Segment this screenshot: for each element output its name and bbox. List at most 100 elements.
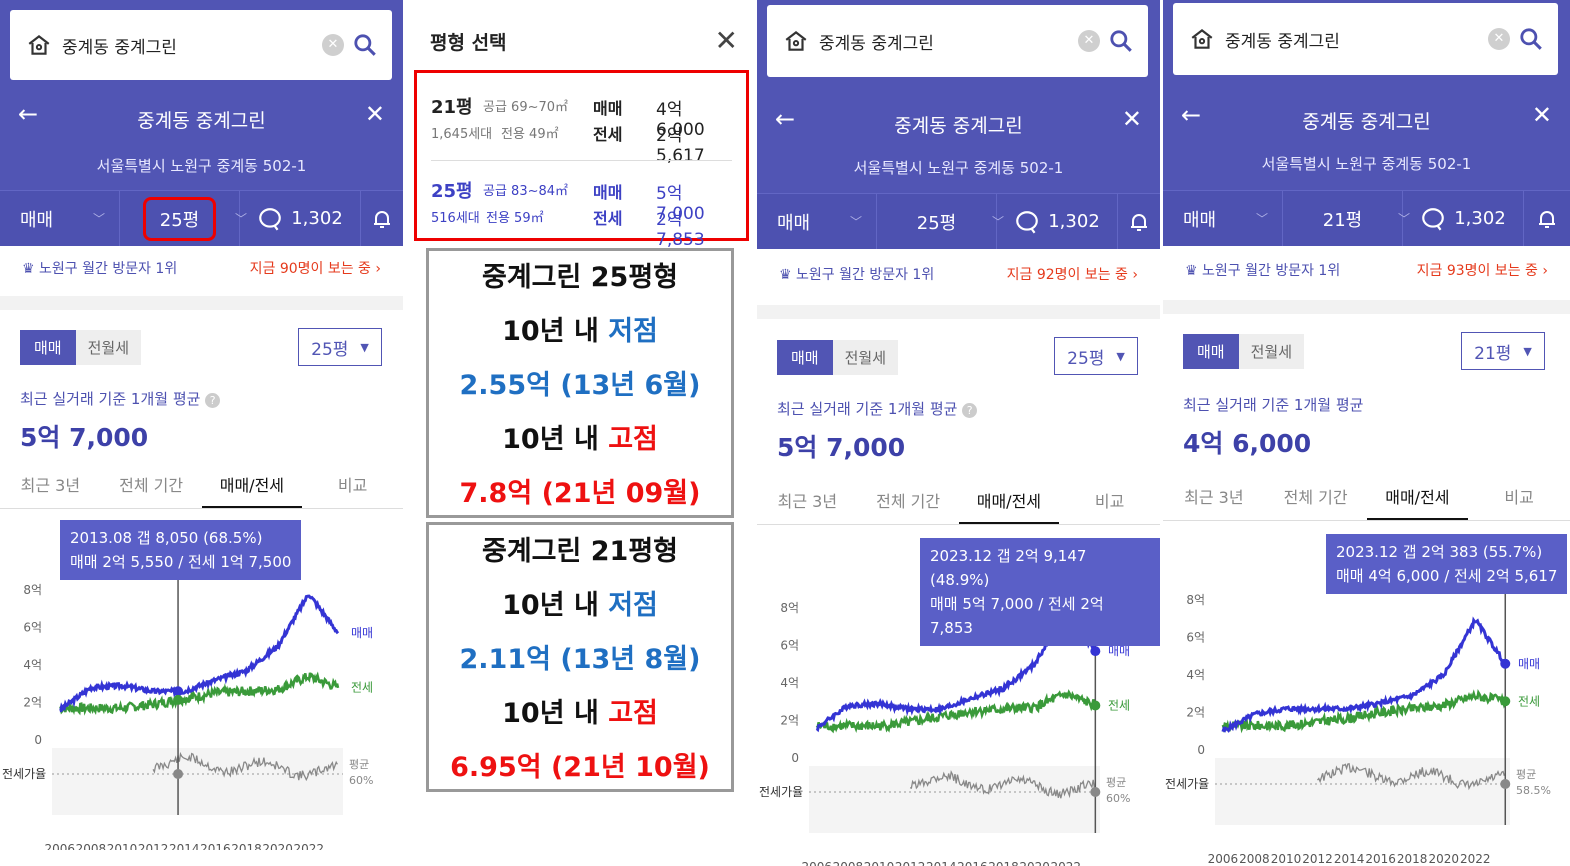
tab-sale[interactable]: 매매: [1183, 334, 1239, 369]
tab-rent[interactable]: 전월세: [832, 340, 899, 375]
viewers-link[interactable]: 지금 90명이 보는 중 ›: [249, 261, 381, 277]
search-bar[interactable]: 중계동 중계그린 ✕: [1173, 3, 1558, 75]
y-tick-label: 8억: [23, 583, 42, 597]
search-input[interactable]: 중계동 중계그린: [819, 33, 934, 54]
sale-marker: [1500, 658, 1511, 669]
tab-3[interactable]: 비교: [1504, 488, 1534, 507]
chevron-down-icon: ﹀: [234, 212, 247, 226]
notification-button[interactable]: [1117, 194, 1160, 249]
clear-icon[interactable]: ✕: [1488, 28, 1510, 50]
size-dropdown[interactable]: 21평 ﹀: [1283, 191, 1410, 246]
size-dropdown[interactable]: 25평 ﹀: [877, 194, 1004, 249]
tab-2[interactable]: 매매/전세: [958, 488, 1060, 524]
size-select[interactable]: 25평 ▼: [298, 328, 382, 366]
search-bar[interactable]: 중계동 중계그린 ✕: [767, 5, 1148, 77]
trade-toggle: 매매 전월세: [777, 340, 899, 375]
trade-type-dropdown[interactable]: 매매 ﹀: [1163, 191, 1283, 246]
chevron-down-icon: ﹀: [92, 212, 105, 226]
tab-1[interactable]: 전체 기간: [119, 476, 184, 495]
tab-rent[interactable]: 전월세: [1238, 334, 1305, 369]
series-jeonse-line: [59, 671, 340, 716]
close-icon[interactable]: ✕: [1121, 105, 1142, 133]
address: 서울특별시 노원구 중계동 502-1: [1261, 155, 1472, 173]
chart-tabs: 최근 3년 전체 기간 매매/전세 비교: [757, 488, 1160, 525]
apartment-panel-1: 중계동 중계그린 ✕ ← 중계동 중계그린 ✕ 서울특별시 노원구 중계동 50…: [0, 0, 403, 866]
size-dropdown[interactable]: 25평 ﹀: [120, 191, 247, 246]
average-value: 5억 7,000: [777, 433, 906, 462]
search-input[interactable]: 중계동 중계그린: [62, 37, 177, 58]
chevron-down-icon: ﹀: [849, 215, 862, 229]
search-input[interactable]: 중계동 중계그린: [1225, 31, 1340, 52]
price-chart[interactable]: 8억6억4억2억0전세가율평균60%2006200820102012201420…: [757, 598, 1160, 866]
apartment-panel-2: 중계동 중계그린 ✕ ← 중계동 중계그린 ✕ 서울특별시 노원구 중계동 50…: [757, 0, 1160, 866]
y-tick-label: 8억: [1186, 593, 1205, 607]
x-tick-label: 2010: [864, 860, 895, 866]
back-arrow-icon[interactable]: ←: [18, 100, 39, 128]
viewers-link[interactable]: 지금 92명이 보는 중 ›: [1006, 267, 1138, 283]
size-select[interactable]: 21평 ▼: [1461, 332, 1545, 370]
x-tick-label: 2008: [1239, 852, 1270, 866]
trade-type-dropdown[interactable]: 매매 ﹀: [757, 194, 877, 249]
chevron-down-icon: ﹀: [1255, 212, 1268, 226]
tab-3[interactable]: 비교: [337, 476, 368, 495]
series-jeonse-label: 전세: [1108, 699, 1130, 713]
average-value: 5억 7,000: [20, 423, 149, 452]
help-icon[interactable]: ?: [962, 403, 978, 418]
search-bar[interactable]: 중계동 중계그린 ✕: [10, 10, 392, 80]
search-icon[interactable]: [1518, 26, 1544, 52]
divider: [0, 296, 403, 310]
close-icon[interactable]: ✕: [714, 24, 738, 57]
notification-button[interactable]: [1523, 191, 1570, 246]
back-arrow-icon[interactable]: ←: [775, 105, 796, 133]
tab-0[interactable]: 최근 3년: [1184, 488, 1244, 507]
series-jeonse-line: [1221, 689, 1507, 734]
comment-icon: [1422, 207, 1445, 230]
caret-down-icon: ▼: [1523, 344, 1532, 358]
series-jeonse-label: 전세: [1518, 694, 1540, 708]
average-label: 최근 실거래 기준 1개월 평균: [1183, 396, 1364, 414]
comments-button[interactable]: 1,302: [1403, 191, 1523, 246]
trade-toggle: 매매 전월세: [20, 330, 142, 365]
tab-rent[interactable]: 전월세: [75, 330, 142, 365]
close-icon[interactable]: ✕: [364, 100, 385, 128]
sale-marker: [1090, 646, 1101, 657]
search-icon[interactable]: [1108, 28, 1134, 54]
jeonse-marker: [1090, 700, 1101, 711]
divider: [431, 160, 732, 161]
size-select[interactable]: 25평 ▼: [1054, 337, 1138, 375]
help-icon[interactable]: ?: [205, 393, 221, 408]
tab-2[interactable]: 매매/전세: [201, 472, 303, 508]
rank-row: ♛ 노원구 월간 방문자 1위 지금 93명이 보는 중 ›: [1163, 260, 1570, 280]
clear-icon[interactable]: ✕: [322, 34, 344, 56]
x-tick-label: 2022: [1460, 852, 1491, 866]
search-icon[interactable]: [352, 32, 378, 58]
tab-3[interactable]: 비교: [1094, 492, 1125, 511]
rank-label: ♛ 노원구 월간 방문자 1위: [1185, 263, 1341, 279]
y-tick-label: 0: [34, 733, 42, 747]
tab-0[interactable]: 최근 3년: [20, 476, 81, 495]
filter-bar: 매매 ﹀ 25평 ﹀ 1,302: [757, 193, 1160, 249]
tab-sale[interactable]: 매매: [777, 340, 833, 375]
tab-1[interactable]: 전체 기간: [1283, 488, 1348, 507]
x-tick-label: 2014: [169, 842, 200, 850]
tab-1[interactable]: 전체 기간: [876, 492, 941, 511]
tab-0[interactable]: 최근 3년: [777, 492, 838, 511]
tab-sale[interactable]: 매매: [20, 330, 76, 365]
notification-button[interactable]: [360, 191, 403, 246]
ratio-line: [1316, 763, 1505, 791]
back-arrow-icon[interactable]: ←: [1181, 101, 1202, 129]
apartment-panel-3: 중계동 중계그린 ✕ ← 중계동 중계그린 ✕ 서울특별시 노원구 중계동 50…: [1163, 0, 1570, 866]
y-tick-label: 2억: [23, 696, 42, 710]
viewers-link[interactable]: 지금 93명이 보는 중 ›: [1416, 263, 1548, 279]
close-icon[interactable]: ✕: [1531, 101, 1552, 129]
tab-2[interactable]: 매매/전세: [1366, 484, 1469, 520]
x-tick-label: 2012: [895, 860, 926, 866]
price-chart[interactable]: 8억 6억 4억 2억 0 전세가율 평균 58.5% 2006 2008 2010 2012 2014…: [1163, 590, 1570, 866]
trade-type-dropdown[interactable]: 매매 ﹀: [0, 191, 120, 246]
jeonse-marker: [1500, 696, 1511, 707]
comments-button[interactable]: 1,302: [240, 191, 360, 246]
clear-icon[interactable]: ✕: [1078, 30, 1100, 52]
comments-button[interactable]: 1,302: [997, 194, 1117, 249]
x-tick-label: 2010: [1271, 852, 1302, 866]
